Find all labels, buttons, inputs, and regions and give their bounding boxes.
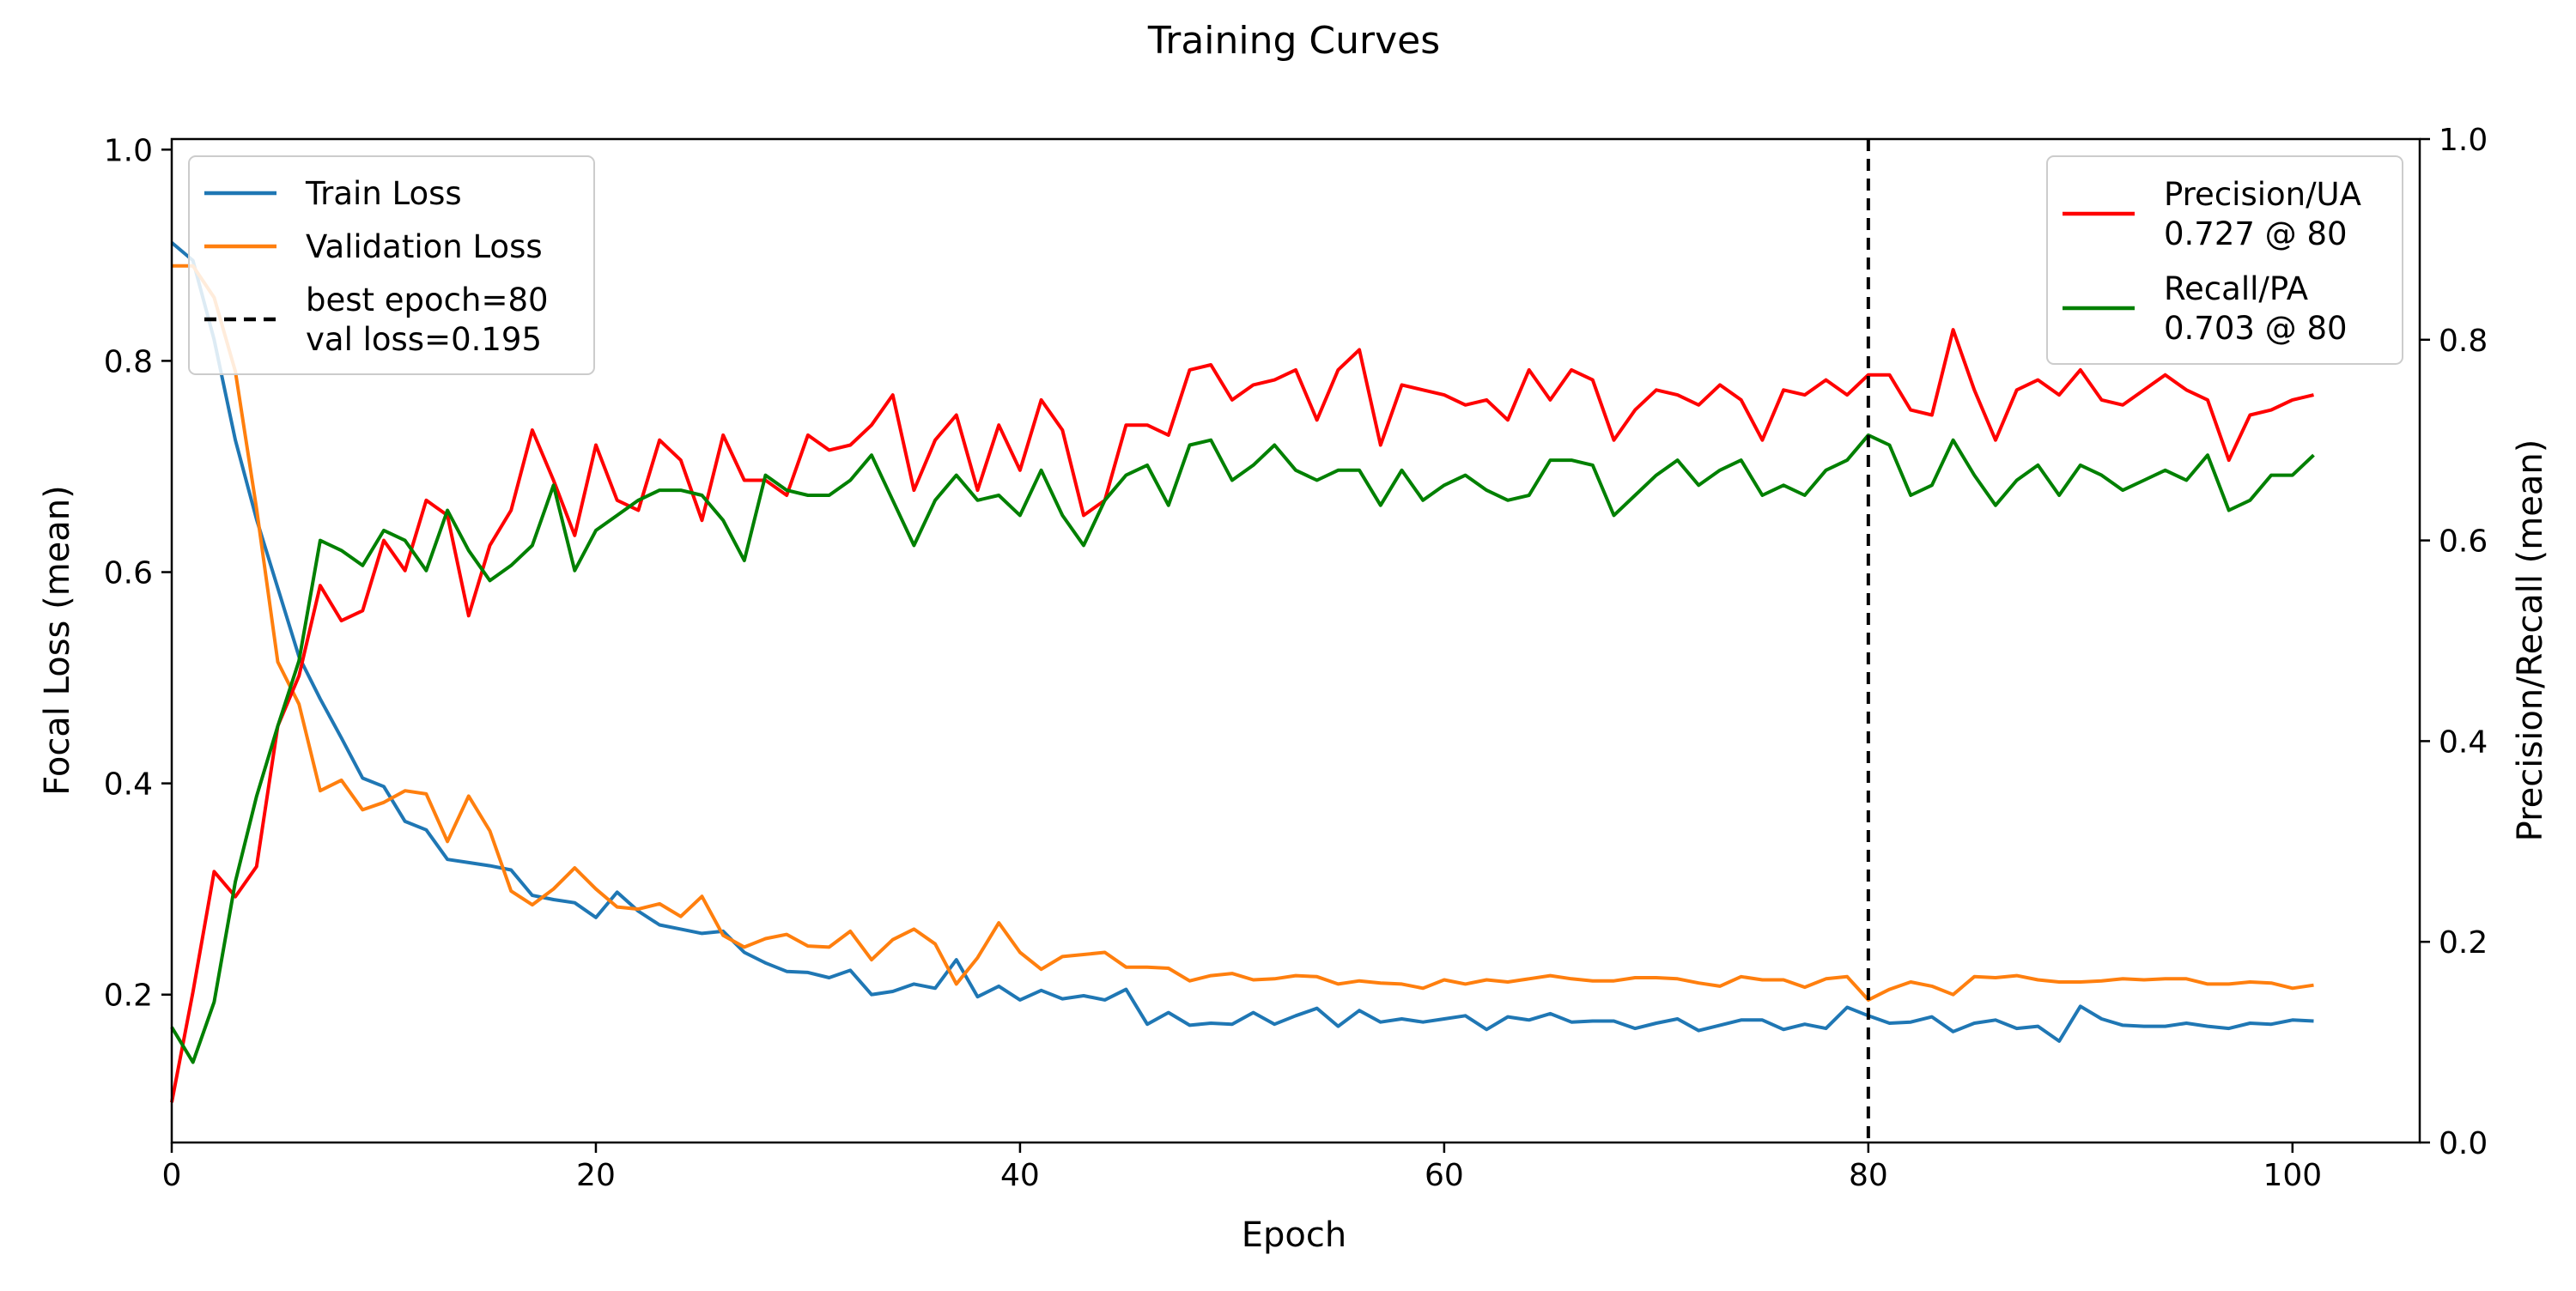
y-axis-label-left: Focal Loss (mean) — [38, 485, 77, 795]
y-tick-label-left: 0.8 — [104, 344, 153, 379]
x-axis-label: Epoch — [1242, 1215, 1346, 1255]
series-line-validation-loss — [172, 264, 2314, 1002]
legend-label: Recall/PA — [2164, 270, 2308, 307]
chart-title: Training Curves — [1147, 19, 1440, 63]
y-tick-label-right: 0.8 — [2439, 324, 2488, 359]
x-tick-label: 60 — [1425, 1158, 1464, 1193]
y-tick-label-right: 0.2 — [2439, 925, 2488, 961]
series-line-recall-pa — [170, 433, 2315, 1064]
y-tick-label-left: 1.0 — [104, 133, 153, 168]
y-tick-label-right: 0.0 — [2439, 1126, 2488, 1161]
legend-label: 0.703 @ 80 — [2164, 310, 2348, 347]
y-tick-label-left: 0.2 — [104, 979, 153, 1014]
y-axis-label-right: Precision/Recall (mean) — [2511, 439, 2550, 842]
legend-label: val loss=0.195 — [306, 321, 542, 358]
x-tick-label: 0 — [162, 1158, 182, 1193]
plot-frame — [170, 137, 2421, 1144]
x-tick-label: 40 — [1000, 1158, 1040, 1193]
x-tick-label: 80 — [1849, 1158, 1888, 1193]
legend-label: Precision/UA — [2164, 176, 2361, 213]
legend-left: Train Loss Validation Loss best epoch=80va… — [188, 155, 595, 375]
y-tick-label-right: 0.6 — [2439, 524, 2488, 560]
y-tick-label-right: 1.0 — [2439, 123, 2488, 158]
legend-box — [188, 155, 595, 375]
legend-label: 0.727 @ 80 — [2164, 215, 2348, 252]
series-line-precision-ua — [170, 328, 2314, 1103]
axes-layer: 0 20 40 60 80 100 0.2 0.4 0.6 0.8 1.0 0.0 0.2 0.4 0.6 0… — [104, 123, 2488, 1193]
y-tick-label-left: 0.6 — [104, 556, 153, 591]
x-tick-label: 100 — [2263, 1158, 2322, 1193]
y-tick-label-right: 0.4 — [2439, 724, 2488, 760]
legend-box — [2046, 155, 2403, 365]
series-layer — [170, 139, 2315, 1143]
x-tick-label: 20 — [576, 1158, 616, 1193]
legend-label: Validation Loss — [306, 228, 543, 265]
y-tick-label-left: 0.4 — [104, 767, 153, 803]
legend-label: best epoch=80 — [306, 282, 549, 318]
series-line-train-loss — [170, 241, 2314, 1043]
legend-right: Precision/UA0.727 @ 80 Recall/PA0.703 @ 8… — [2046, 155, 2403, 365]
legend-label: Train Loss — [305, 175, 462, 212]
